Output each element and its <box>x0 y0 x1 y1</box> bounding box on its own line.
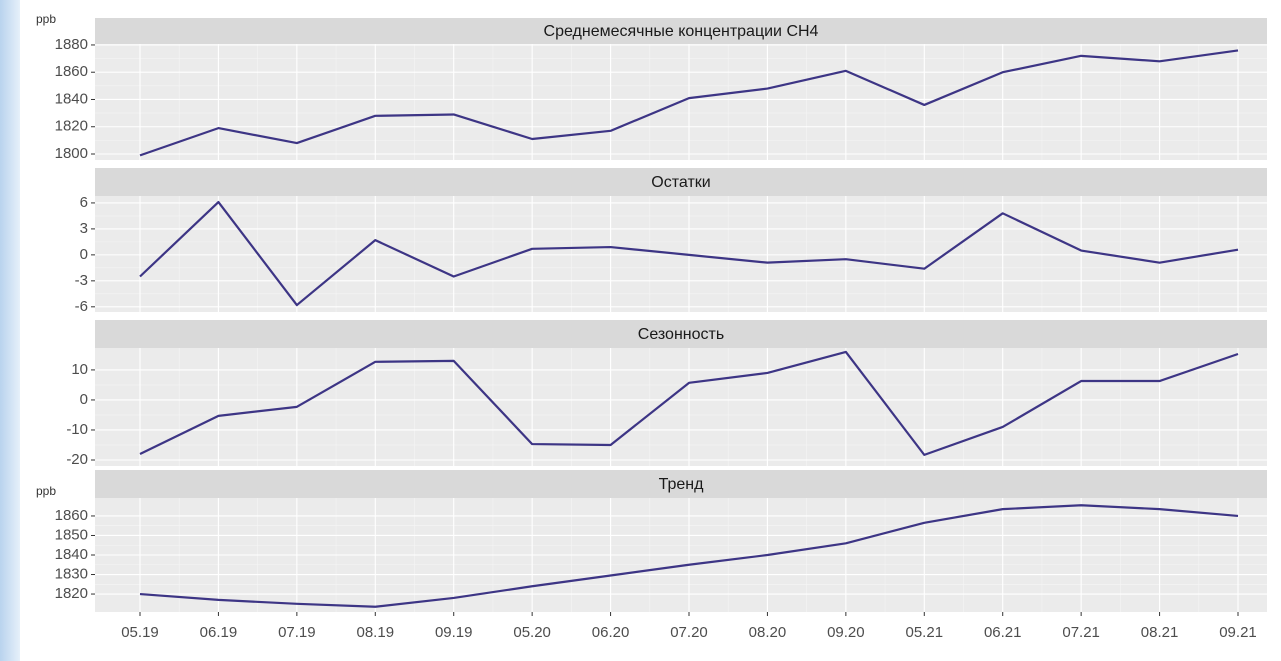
strip <box>95 470 1267 498</box>
y-tick-label: 0 <box>80 246 88 263</box>
x-tick-label: 07.19 <box>278 624 316 641</box>
y-tick-label: 1820 <box>55 118 88 135</box>
y-tick-label: 1860 <box>55 507 88 524</box>
x-tick-label: 09.21 <box>1219 624 1257 641</box>
line <box>139 350 1239 456</box>
panel-title: Сезонность <box>638 326 724 343</box>
x-tick-label: 07.20 <box>670 624 708 641</box>
y-tick-label: 3 <box>80 220 88 237</box>
line <box>139 200 1239 307</box>
panel-bg <box>95 348 1267 466</box>
strip <box>95 18 1267 44</box>
y-tick-label: -6 <box>75 298 88 315</box>
panel-title: Тренд <box>659 476 705 493</box>
line <box>139 49 1239 157</box>
y-tick-label: 10 <box>71 361 88 378</box>
panel-title: Среднемесячные концентрации CH4 <box>544 23 819 40</box>
x-tick-label: 06.19 <box>200 624 238 641</box>
x-tick-label: 06.21 <box>984 624 1022 641</box>
x-tick-label: 05.19 <box>121 624 159 641</box>
y-tick-label: 1840 <box>55 546 88 563</box>
panel-title: Остатки <box>651 174 710 191</box>
y-tick-label: -10 <box>66 421 88 438</box>
x-tick-label: 05.21 <box>906 624 944 641</box>
x-tick-label: 08.21 <box>1141 624 1179 641</box>
y-tick-label: 1850 <box>55 526 88 543</box>
y-tick-label: -3 <box>75 272 88 289</box>
x-tick-label: 09.19 <box>435 624 473 641</box>
y-tick-label: 1840 <box>55 90 88 107</box>
y-axis-label: ppb <box>36 12 56 26</box>
strip <box>95 168 1267 196</box>
y-tick-label: -20 <box>66 451 88 468</box>
x-tick-label: 09.20 <box>827 624 865 641</box>
x-tick-label: 05.20 <box>513 624 551 641</box>
x-tick-label: 08.20 <box>749 624 787 641</box>
y-tick-label: 1880 <box>55 36 88 53</box>
x-tick-label: 07.21 <box>1062 624 1100 641</box>
x-tick-label: 08.19 <box>357 624 395 641</box>
y-axis-label: ppb <box>36 484 56 498</box>
y-tick-label: 1830 <box>55 565 88 582</box>
y-tick-label: 1860 <box>55 63 88 80</box>
line <box>139 504 1239 608</box>
y-tick-label: 6 <box>80 194 88 211</box>
x-tick-label: 06.20 <box>592 624 630 641</box>
y-tick-label: 1800 <box>55 145 88 162</box>
strip <box>95 320 1267 348</box>
y-tick-label: 1820 <box>55 585 88 602</box>
y-tick-label: 0 <box>80 391 88 408</box>
decor-strip <box>0 0 20 661</box>
